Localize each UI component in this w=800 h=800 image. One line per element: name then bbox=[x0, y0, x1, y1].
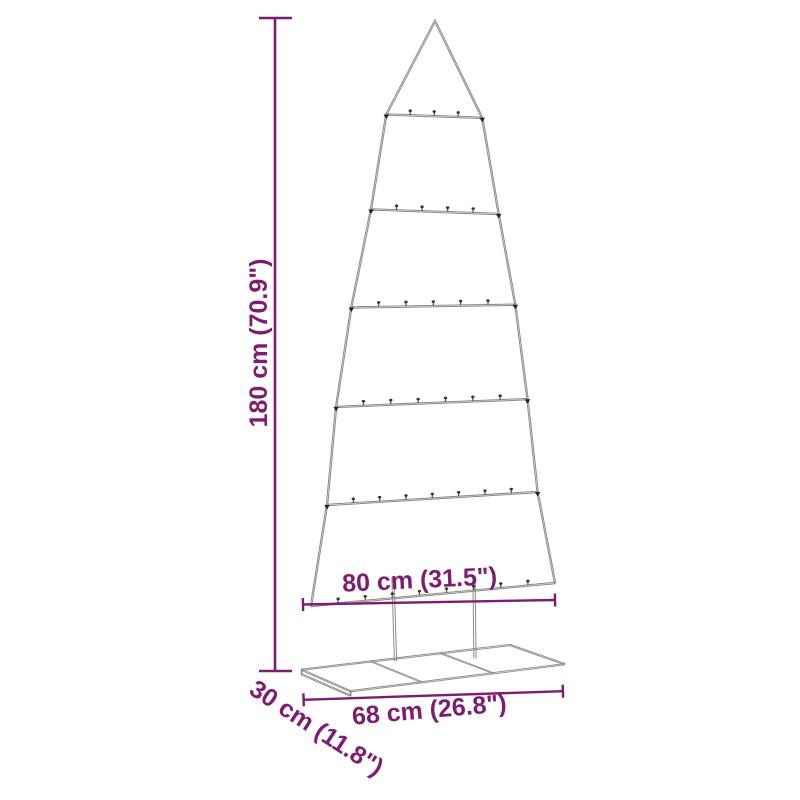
svg-text:68 cm (26.8"): 68 cm (26.8") bbox=[351, 689, 508, 730]
svg-text:180 cm (70.9"): 180 cm (70.9") bbox=[245, 259, 273, 428]
svg-text:80 cm (31.5"): 80 cm (31.5") bbox=[342, 562, 498, 598]
